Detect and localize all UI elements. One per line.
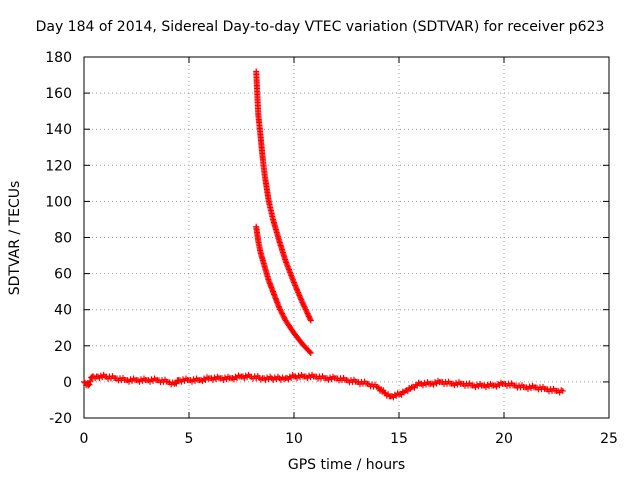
data-point-trail [289,327,296,334]
data-point-trail [415,379,422,386]
data-point-trail [269,287,276,294]
y-tick-label: 120 [45,158,72,174]
data-point-trail [163,378,170,385]
data-point-trail [363,380,369,387]
data-point [307,317,314,324]
data-point-trail [269,214,276,221]
data-point-trail [306,348,313,355]
data-point-trail [275,236,282,243]
data-point-trail [257,247,264,254]
data-point-trail [289,372,296,379]
data-point-trail [282,256,289,263]
x-tick-label: 25 [600,431,618,447]
x-tick-label: 15 [390,431,408,447]
data-point-trail [300,302,307,309]
y-tick-label: 0 [63,375,72,391]
data-point-trail [558,387,565,394]
data-point-trail [290,278,297,285]
data-point-trail [275,303,282,310]
data-point-trail [265,276,272,283]
y-tick-label: 60 [54,267,72,283]
data-point-trail [300,300,307,307]
data-point-trail [305,311,312,318]
x-tick-label: 0 [80,431,89,447]
data-point-trail [261,261,268,268]
data-point-trail [390,394,397,401]
chart-title: Day 184 of 2014, Sidereal Day-to-day VTE… [35,19,605,35]
x-tick-label: 5 [185,431,194,447]
data-point-trail [303,309,310,316]
x-axis-label: GPS time / hours [287,457,406,473]
data-point [81,378,87,385]
y-tick-label: 40 [54,303,72,319]
data-point-trail [305,313,312,320]
y-tick-label: 100 [45,194,72,210]
data-point-trail [173,380,180,387]
y-tick-label: 80 [54,231,72,247]
data-point-trail [301,305,308,312]
y-axis-label: SDTVAR / TECUs [7,180,23,296]
data-point-trail [406,384,413,391]
data-point-trail [302,306,309,313]
y-tick-label: -20 [49,411,72,427]
data-point-trail [301,303,308,310]
data-point-trail [304,310,311,317]
y-tick-label: 180 [45,50,72,66]
y-tick-label: 140 [45,122,72,138]
data-point-trail [380,387,387,394]
data-point-trail [399,388,406,395]
y-tick-label: 160 [45,86,72,102]
x-tick-label: 10 [285,431,303,447]
y-tick-label: 20 [54,339,72,355]
data-point-trail [306,314,313,321]
x-tick-label: 20 [495,431,513,447]
data-point-trail [305,347,312,354]
plot-frame [83,56,610,419]
data-point-trail [303,307,310,314]
data-point-trail [307,316,314,323]
data-point-trail [297,338,304,345]
data-point-trail [414,382,421,389]
data-points [81,68,566,401]
data-point-trail [298,298,305,305]
data-point-trail [288,374,295,381]
data-point-trail [285,376,292,383]
